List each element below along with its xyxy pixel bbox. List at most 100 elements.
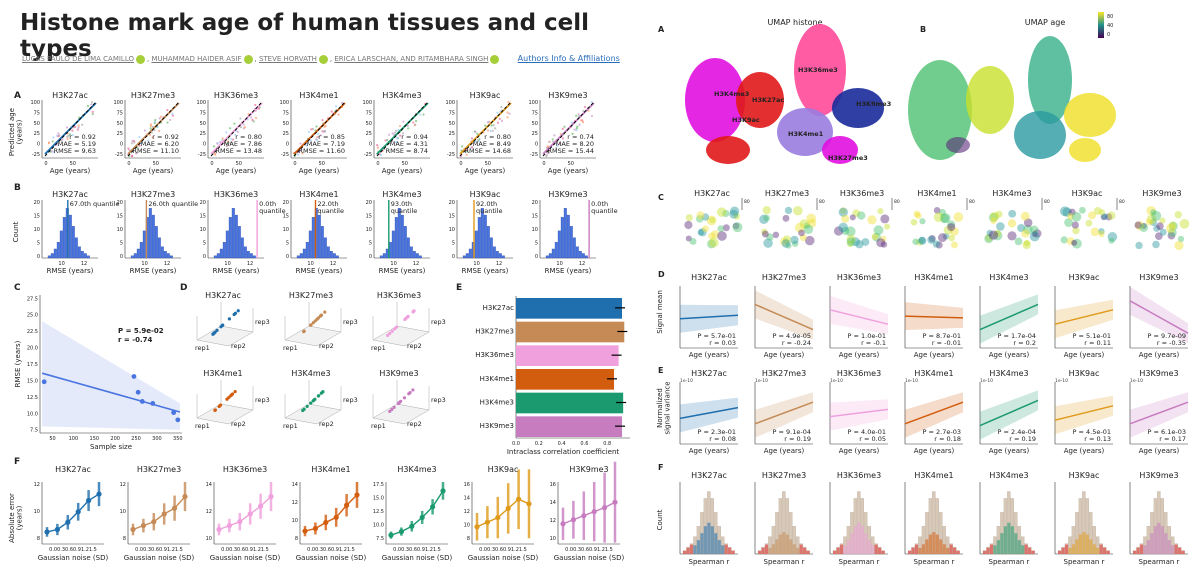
panel-a-xlabel: Age (years) [216, 167, 257, 175]
orcid-icon[interactable] [318, 54, 328, 64]
umap-point [689, 238, 697, 245]
stat-r: r = -0.1 [861, 339, 886, 347]
quantile-label: 92.0th quantile [476, 200, 503, 215]
umap-point [732, 222, 740, 230]
signal-bar [911, 547, 915, 554]
age-xlabel: Age (years) [914, 447, 955, 455]
signal-bar [1178, 547, 1182, 554]
scatter-point [254, 103, 257, 107]
umap-point [841, 214, 850, 223]
spearman-xlabel: Spearman r [1139, 558, 1180, 566]
histogram-bar [566, 214, 570, 259]
orcid-icon[interactable] [490, 54, 500, 64]
umap-small-title: H3K4me1 [917, 189, 956, 198]
signal-bar [935, 534, 939, 554]
signal-bar [1153, 526, 1157, 554]
axis-rep1: rep1 [371, 344, 386, 352]
scatter-point [340, 101, 344, 104]
scatter-point [52, 136, 55, 139]
panel-b-title: H3K36me3 [214, 190, 258, 199]
signal-bar [1143, 545, 1147, 554]
scatter-point [561, 137, 565, 140]
histogram-bar [50, 253, 54, 259]
signal-bar [860, 526, 864, 554]
scatter-point [384, 139, 387, 142]
signal-bar [1082, 532, 1086, 554]
orcid-icon[interactable] [136, 54, 145, 64]
x-tick-label: 0 [376, 161, 379, 167]
author-link[interactable]: LUCAS PAULO DE LIMA CAMILLO [22, 55, 134, 63]
bar-label: H3K9me3 [480, 422, 514, 430]
spearman-xlabel: Spearman r [764, 558, 805, 566]
signal-bar [843, 545, 847, 554]
scatter-point [330, 110, 333, 113]
scatter-point [558, 142, 562, 145]
umap-point [927, 235, 936, 244]
spearman-xlabel: Spearman r [914, 558, 955, 566]
confidence-band [755, 392, 813, 438]
scatter-point [77, 126, 80, 129]
series-point [398, 529, 404, 535]
scatter-point [57, 143, 60, 147]
histogram-bar [545, 255, 549, 259]
panel-f-xlabel: Gaussian noise (SD) [554, 554, 625, 562]
y-tick-label: 12 [464, 509, 470, 515]
signal-bar [1010, 526, 1014, 554]
regression-line [679, 406, 739, 420]
scatter-point [379, 153, 383, 157]
scatter-point [556, 144, 559, 147]
axis-rep2: rep2 [319, 420, 334, 428]
umap-point [766, 233, 774, 241]
panel-b-xlabel: RMSE (years) [130, 267, 177, 275]
icc-bar [516, 345, 619, 366]
series-point [172, 505, 178, 511]
signal-bar [1014, 533, 1018, 554]
stat-r: r = 0.19 [784, 435, 811, 443]
y-tick-label: 25 [117, 131, 123, 137]
confidence-band [980, 390, 1038, 440]
author-link[interactable]: MUHAMMAD HAIDER ASIF [151, 55, 242, 63]
series-point [430, 504, 436, 510]
histogram-bar [501, 255, 505, 259]
age-xlabel: Age (years) [914, 351, 955, 359]
x-tick-label: 12 [579, 261, 585, 267]
y-tick-label: 15 [532, 214, 538, 220]
panel-label-e: E [456, 283, 462, 293]
authors-info-link[interactable]: Authors Info & Affiliations [517, 54, 620, 63]
x-tick-label: 0 [210, 161, 213, 167]
author-link[interactable]: ERICA LARSCHAN, AND RITAMBHARA SINGH [334, 55, 489, 63]
signal-bar [921, 544, 926, 554]
series-point [268, 493, 274, 500]
scatter-point [484, 124, 487, 127]
umap-point [916, 238, 924, 246]
line-panel-title: H3K9me3 [1139, 369, 1178, 378]
histogram-bar [222, 242, 226, 259]
author-link[interactable]: STEVE HORVATH [258, 55, 317, 63]
series-point [258, 503, 264, 509]
x-tick-label: 350 [173, 436, 183, 442]
x-tick-label: 100 [69, 436, 79, 442]
y-tick-label: 25 [449, 131, 455, 137]
scatter-point [388, 409, 392, 414]
panel-b-xlabel: RMSE (years) [379, 267, 426, 275]
signal-bar [1024, 544, 1028, 554]
umap-point [872, 232, 881, 242]
y-tick-label: 100 [362, 100, 372, 106]
y-tick-label: 50 [532, 121, 538, 127]
y-tick-label: 5 [535, 241, 538, 247]
histogram-bar [157, 237, 161, 259]
histogram-bar [148, 208, 152, 259]
series-point [44, 529, 50, 535]
scatter-point [230, 137, 233, 140]
stat-mae: MAE = 8.49 [473, 140, 511, 148]
orcid-icon[interactable] [243, 54, 253, 64]
series-point [570, 517, 577, 523]
identity-line [44, 101, 97, 157]
umap-point [794, 222, 805, 233]
mini-colorbar-tick: 80 [1119, 199, 1125, 205]
histogram-bar [80, 251, 84, 259]
umap-point [1149, 218, 1157, 226]
scatter-point [247, 112, 250, 116]
scatter-point [317, 132, 320, 135]
y-tick-label: 27.5 [27, 296, 38, 302]
